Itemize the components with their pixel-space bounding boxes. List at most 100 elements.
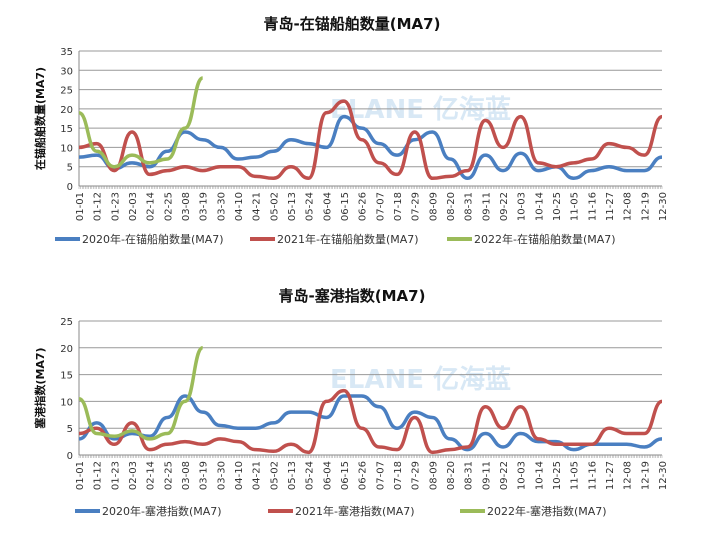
x-tick-label: 07-29 bbox=[411, 461, 422, 490]
x-tick-label: 05-02 bbox=[269, 192, 280, 221]
x-tick-label: 04-21 bbox=[252, 461, 263, 490]
y-tick-label: 25 bbox=[60, 317, 73, 328]
x-tick-label: 05-24 bbox=[305, 192, 316, 221]
x-tick-label: 11-27 bbox=[605, 461, 616, 490]
x-tick-label: 06-04 bbox=[322, 192, 333, 221]
x-tick-label: 08-31 bbox=[464, 192, 475, 221]
series-line-2022 bbox=[78, 76, 204, 169]
chart-title: 青岛-塞港指数(MA7) bbox=[279, 287, 426, 305]
legend-label: 2022年-塞港指数(MA7) bbox=[487, 504, 607, 518]
y-tick-label: 15 bbox=[60, 124, 73, 135]
x-tick-label: 01-01 bbox=[75, 192, 86, 221]
x-tick-label: 11-27 bbox=[605, 192, 616, 221]
x-tick-label: 06-15 bbox=[340, 461, 351, 490]
watermark-logo: ELANE 亿海蓝 bbox=[330, 95, 511, 125]
x-tick-label: 12-30 bbox=[658, 461, 669, 490]
x-tick-label: 06-15 bbox=[340, 192, 351, 221]
x-tick-label: 03-08 bbox=[181, 192, 192, 221]
x-tick-label: 02-03 bbox=[128, 461, 139, 490]
x-tick-label: 04-21 bbox=[252, 192, 263, 221]
y-tick-label: 20 bbox=[60, 105, 73, 116]
x-tick-label: 03-08 bbox=[181, 461, 192, 490]
y-tick-label: 10 bbox=[60, 397, 73, 408]
y-tick-label: 15 bbox=[60, 371, 73, 382]
legend-label: 2020年-塞港指数(MA7) bbox=[102, 504, 222, 518]
x-tick-label: 04-10 bbox=[234, 192, 245, 221]
x-tick-label: 06-26 bbox=[358, 461, 369, 490]
x-tick-label: 01-23 bbox=[110, 192, 121, 221]
y-tick-label: 10 bbox=[60, 143, 73, 154]
watermark-logo: ELANE 亿海蓝 bbox=[330, 365, 511, 395]
x-tick-label: 11-16 bbox=[587, 192, 598, 221]
x-tick-label: 02-03 bbox=[128, 192, 139, 221]
x-tick-label: 09-22 bbox=[499, 461, 510, 490]
x-tick-label: 12-30 bbox=[658, 192, 669, 221]
x-tick-label: 05-24 bbox=[305, 461, 316, 490]
legend-label: 2021年-在锚船舶数量(MA7) bbox=[277, 232, 419, 246]
x-tick-label: 05-02 bbox=[269, 461, 280, 490]
x-tick-label: 11-05 bbox=[570, 461, 581, 490]
x-tick-label: 06-04 bbox=[322, 461, 333, 490]
x-tick-label: 02-25 bbox=[163, 461, 174, 490]
x-tick-label: 10-03 bbox=[517, 461, 528, 490]
x-tick-label: 09-11 bbox=[481, 192, 492, 221]
series-line-2021 bbox=[78, 99, 663, 181]
x-tick-label: 08-20 bbox=[446, 461, 457, 490]
x-tick-label: 01-01 bbox=[75, 461, 86, 490]
x-tick-label: 01-12 bbox=[93, 192, 104, 221]
x-tick-label: 07-07 bbox=[375, 192, 386, 221]
x-tick-label: 03-19 bbox=[199, 461, 210, 490]
y-tick-label: 0 bbox=[67, 182, 73, 193]
congestion-index-chart: 青岛-塞港指数(MA7) ELANE 亿海蓝 0 5 10 15 20 25 01-01 01-1… bbox=[33, 287, 669, 518]
x-tick-label: 06-26 bbox=[358, 192, 369, 221]
x-tick-label: 03-30 bbox=[216, 461, 227, 490]
x-tick-label: 05-13 bbox=[287, 461, 298, 490]
x-tick-label: 12-08 bbox=[623, 461, 634, 490]
x-tick-label: 09-22 bbox=[499, 192, 510, 221]
x-tick-label: 07-29 bbox=[411, 192, 422, 221]
y-tick-label: 0 bbox=[67, 451, 73, 462]
x-tick-label: 11-16 bbox=[587, 461, 598, 490]
x-tick-label: 11-05 bbox=[570, 192, 581, 221]
y-axis-title: 塞港指数(MA7) bbox=[33, 347, 47, 429]
x-tick-label: 07-18 bbox=[393, 192, 404, 221]
x-tick-label: 10-25 bbox=[552, 461, 563, 490]
y-axis-title: 在锚船舶数量(MA7) bbox=[33, 67, 47, 170]
series-line-2021 bbox=[78, 388, 663, 455]
x-tick-label: 08-31 bbox=[464, 461, 475, 490]
x-tick-label: 10-14 bbox=[534, 192, 545, 221]
x-tick-label: 09-11 bbox=[481, 461, 492, 490]
x-tick-label: 07-18 bbox=[393, 461, 404, 490]
x-tick-label: 01-23 bbox=[110, 461, 121, 490]
y-tick-label: 30 bbox=[60, 66, 73, 77]
y-tick-label: 5 bbox=[67, 163, 73, 174]
legend-label: 2021年-塞港指数(MA7) bbox=[295, 504, 415, 518]
anchored-ships-chart: 青岛-在锚船舶数量(MA7) ELANE 亿海蓝 0 5 10 15 20 25 30 35 01-… bbox=[33, 15, 669, 246]
x-tick-label: 01-12 bbox=[93, 461, 104, 490]
x-tick-label: 08-09 bbox=[428, 461, 439, 490]
x-tick-label: 02-14 bbox=[146, 192, 157, 221]
legend-label: 2020年-在锚船舶数量(MA7) bbox=[82, 232, 224, 246]
y-tick-label: 20 bbox=[60, 344, 73, 355]
series-line-2022 bbox=[78, 346, 204, 441]
x-tick-label: 10-14 bbox=[534, 461, 545, 490]
x-tick-label: 03-30 bbox=[216, 192, 227, 221]
x-tick-label: 10-03 bbox=[517, 192, 528, 221]
x-tick-label: 04-10 bbox=[234, 461, 245, 490]
x-tick-label: 08-20 bbox=[446, 192, 457, 221]
x-tick-label: 07-07 bbox=[375, 461, 386, 490]
chart-title: 青岛-在锚船舶数量(MA7) bbox=[264, 15, 441, 33]
x-tick-label: 02-25 bbox=[163, 192, 174, 221]
x-tick-label: 03-19 bbox=[199, 192, 210, 221]
y-tick-label: 25 bbox=[60, 86, 73, 97]
legend-label: 2022年-在锚船舶数量(MA7) bbox=[474, 232, 616, 246]
x-tick-label: 05-13 bbox=[287, 192, 298, 221]
x-tick-label: 12-19 bbox=[640, 461, 651, 490]
y-tick-label: 35 bbox=[60, 47, 73, 58]
x-tick-label: 02-14 bbox=[146, 461, 157, 490]
x-tick-label: 12-19 bbox=[640, 192, 651, 221]
y-tick-label: 5 bbox=[67, 424, 73, 435]
x-tick-label: 12-08 bbox=[623, 192, 634, 221]
x-tick-label: 10-25 bbox=[552, 192, 563, 221]
x-tick-label: 08-09 bbox=[428, 192, 439, 221]
